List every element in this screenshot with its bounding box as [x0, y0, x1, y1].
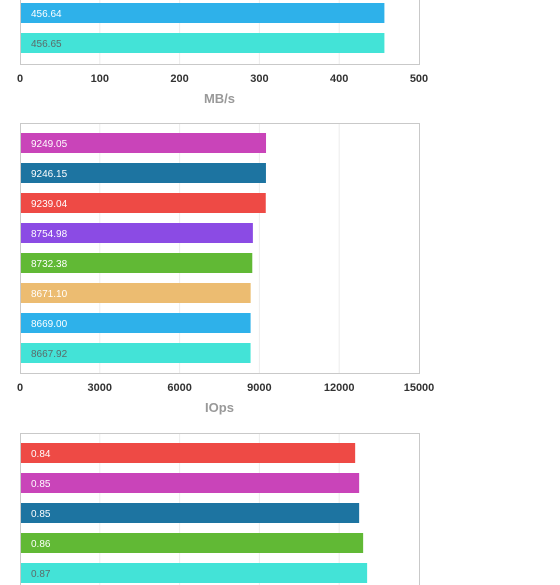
bar-value-label: 456.64 [31, 9, 62, 20]
x-tick-label: 9000 [247, 382, 271, 394]
chart-1: 456.64 456.65 0 100 200 300 400 500 MB/s [17, 0, 428, 106]
bar [21, 193, 266, 213]
bar-value-label: 0.87 [31, 569, 51, 580]
x-tick-label: 300 [250, 73, 268, 85]
bar-value-label: 0.84 [31, 449, 51, 460]
bar [21, 473, 360, 493]
bar-value-label: 9239.04 [31, 199, 68, 210]
bar [21, 33, 385, 53]
bar [21, 503, 360, 523]
bar [21, 223, 253, 243]
x-tick-label: 12000 [324, 382, 355, 394]
x-tick-label: 200 [170, 73, 188, 85]
x-tick-label: 100 [91, 73, 109, 85]
bar [21, 533, 364, 553]
bar-value-label: 456.65 [31, 39, 62, 50]
x-axis-title: MB/s [204, 91, 235, 106]
bar [21, 133, 267, 153]
bar-value-label: 8671.10 [31, 289, 68, 300]
x-tick-label: 500 [410, 73, 428, 85]
bar [21, 163, 266, 183]
bar-value-label: 8732.38 [31, 259, 68, 270]
bar [21, 253, 253, 273]
plot-frame [20, 123, 420, 374]
chart-3: 0.84 0.85 0.85 0.86 0.87 [20, 433, 420, 585]
x-axis-title: IOps [205, 400, 234, 415]
bar-value-label: 0.85 [31, 509, 51, 520]
bar-value-label: 9249.05 [31, 139, 68, 150]
x-tick-label: 3000 [88, 382, 112, 394]
bar [21, 443, 356, 463]
x-tick-label: 0 [17, 382, 23, 394]
x-tick-label: 6000 [167, 382, 191, 394]
x-tick-label: 400 [330, 73, 348, 85]
bar [21, 313, 251, 333]
bar [21, 283, 251, 303]
bar-value-label: 8754.98 [31, 229, 68, 240]
bar [21, 3, 385, 23]
bar-value-label: 0.85 [31, 479, 51, 490]
x-tick-label: 15000 [404, 382, 435, 394]
bar [21, 563, 368, 583]
bar-value-label: 0.86 [31, 539, 51, 550]
bar-value-label: 9246.15 [31, 169, 68, 180]
bar-value-label: 8669.00 [31, 319, 68, 330]
x-tick-label: 0 [17, 73, 23, 85]
bar [21, 343, 251, 363]
chart-2: 9249.05 9246.15 9239.04 8754.98 8732.38 8671.… [17, 123, 435, 415]
bar-value-label: 8667.92 [31, 349, 68, 360]
